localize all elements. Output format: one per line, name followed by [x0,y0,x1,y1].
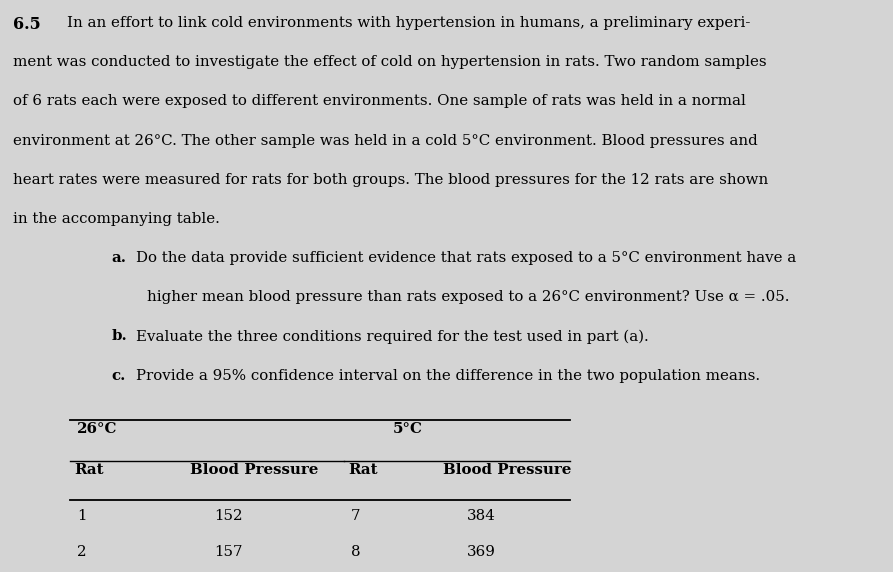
Text: 1: 1 [77,509,87,523]
Text: Provide a 95% confidence interval on the difference in the two population means.: Provide a 95% confidence interval on the… [136,369,760,383]
Text: Blood Pressure: Blood Pressure [190,463,319,477]
Text: 6.5: 6.5 [13,16,40,33]
Text: 384: 384 [467,509,496,523]
Text: Rat: Rat [348,463,378,477]
Text: heart rates were measured for rats for both groups. The blood pressures for the : heart rates were measured for rats for b… [13,173,768,186]
Text: 8: 8 [351,545,361,559]
Text: in the accompanying table.: in the accompanying table. [13,212,220,226]
Text: Evaluate the three conditions required for the test used in part (a).: Evaluate the three conditions required f… [136,329,648,344]
Text: a.: a. [112,251,127,265]
Text: 5°C: 5°C [393,423,423,436]
Text: 369: 369 [467,545,496,559]
Text: Blood Pressure: Blood Pressure [443,463,572,477]
Text: environment at 26°C. The other sample was held in a cold 5°C environment. Blood : environment at 26°C. The other sample wa… [13,134,757,148]
Text: 152: 152 [214,509,243,523]
Text: Do the data provide sufficient evidence that rats exposed to a 5°C environment h: Do the data provide sufficient evidence … [136,251,796,265]
Text: higher mean blood pressure than rats exposed to a 26°C environment? Use α = .05.: higher mean blood pressure than rats exp… [147,291,789,304]
Text: 7: 7 [351,509,361,523]
Text: 157: 157 [214,545,243,559]
Text: Rat: Rat [74,463,104,477]
Text: of 6 rats each were exposed to different environments. One sample of rats was he: of 6 rats each were exposed to different… [13,94,746,108]
Text: ment was conducted to investigate the effect of cold on hypertension in rats. Tw: ment was conducted to investigate the ef… [13,55,766,69]
Text: 26°C: 26°C [77,423,117,436]
Text: In an effort to link cold environments with hypertension in humans, a preliminar: In an effort to link cold environments w… [67,16,750,30]
Text: b.: b. [112,329,128,343]
Text: c.: c. [112,369,126,383]
Text: 2: 2 [77,545,87,559]
